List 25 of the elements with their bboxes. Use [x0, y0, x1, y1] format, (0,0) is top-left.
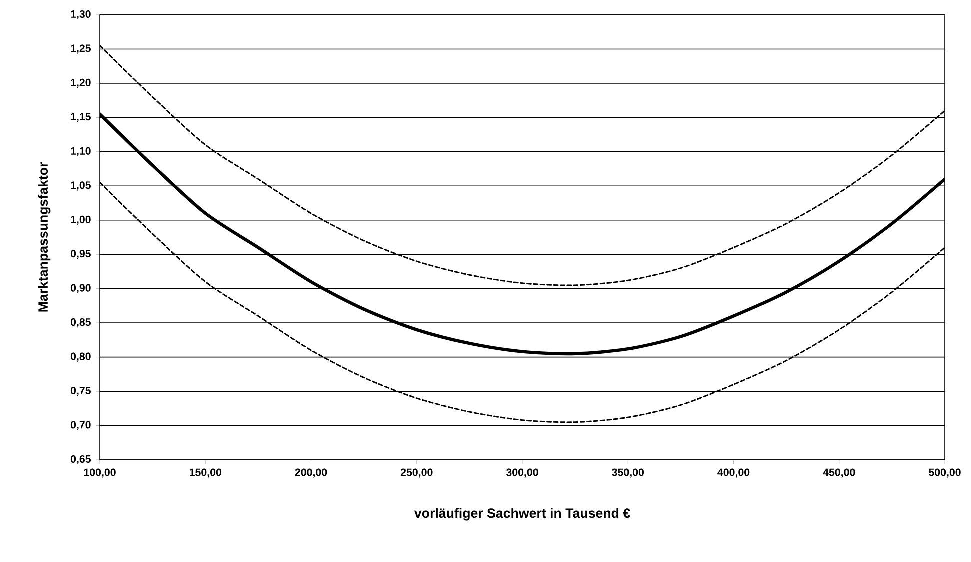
x-tick-label: 350,00 [612, 468, 644, 478]
x-tick-label: 400,00 [718, 468, 750, 478]
x-tick-label: 250,00 [400, 468, 433, 478]
y-axis-title: Marktanpassungsfaktor [38, 162, 51, 312]
x-tick-label: 200,00 [295, 468, 328, 478]
y-tick-label: 1,10 [71, 147, 91, 156]
y-tick-label: 0,95 [70, 250, 91, 260]
y-tick-label: 1,05 [71, 182, 91, 191]
y-tick-label: 0,70 [70, 421, 91, 430]
y-tick-label: 1,20 [71, 78, 91, 88]
x-tick-label: 150,00 [190, 468, 222, 478]
x-tick-label: 100,00 [84, 468, 116, 478]
y-tick-label: 1,25 [71, 44, 91, 54]
y-tick-label: 1,15 [71, 113, 91, 122]
x-tick-label: 450,00 [823, 468, 856, 478]
y-tick-label: 0,85 [70, 318, 91, 328]
x-tick-label: 300,00 [506, 468, 538, 478]
y-tick-label: 0,65 [70, 455, 91, 465]
y-tick-label: 1,00 [71, 216, 91, 225]
y-tick-label: 0,75 [70, 386, 91, 396]
y-tick-label: 1,30 [71, 10, 91, 20]
x-tick-label: 500,00 [929, 468, 961, 478]
y-tick-label: 0,80 [70, 352, 91, 362]
y-tick-label: 0,90 [70, 284, 91, 294]
x-axis-title: vorläufiger Sachwert in Tausend € [414, 508, 630, 521]
